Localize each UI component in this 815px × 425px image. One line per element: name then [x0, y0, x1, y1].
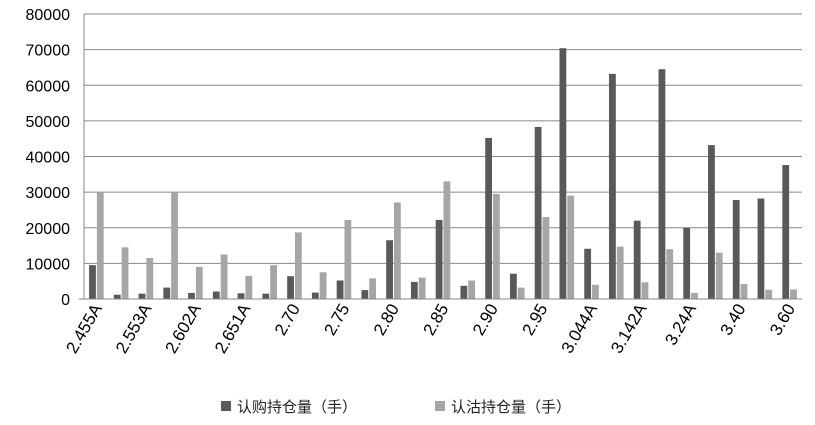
bar-call-14 — [435, 219, 443, 299]
x-tick-label: 3.044A — [558, 300, 602, 357]
bar-put-20 — [592, 284, 599, 299]
bar-put-26 — [740, 284, 748, 299]
bar-put-9 — [319, 272, 327, 299]
x-tick-label: 2.90 — [469, 300, 502, 338]
bar-put-14 — [443, 181, 451, 299]
y-tick-label: 30000 — [26, 185, 71, 202]
bar-call-5 — [212, 291, 220, 299]
gridlines — [84, 13, 802, 264]
x-tick-label: 3.24A — [661, 300, 700, 349]
bar-call-0 — [89, 265, 96, 299]
bar-call-25 — [708, 145, 715, 299]
x-tick-label: 2.80 — [370, 301, 403, 339]
bar-call-23 — [658, 69, 666, 299]
bar-put-19 — [567, 195, 575, 299]
x-tick-label: 2.85 — [419, 301, 452, 339]
bar-call-24 — [683, 227, 691, 299]
bar-put-10 — [344, 219, 352, 299]
y-tick-label: 80000 — [26, 7, 71, 24]
x-tick-label: 2.70 — [271, 301, 304, 339]
y-axis: 0 10000 20000 30000 40000 50000 60000 70000 8000… — [26, 7, 85, 309]
bar-call-12 — [386, 240, 393, 299]
x-tick-label: 3.40 — [717, 301, 750, 339]
x-tick-label: 2.651A — [211, 300, 255, 357]
bar-call-7 — [262, 293, 270, 299]
bar-call-4 — [188, 292, 195, 299]
x-tick-label: 3.142A — [607, 300, 651, 357]
bar-put-24 — [691, 292, 698, 299]
bar-call-1 — [113, 294, 121, 299]
y-tick-label: 60000 — [26, 78, 71, 95]
y-tick-label: 70000 — [26, 43, 71, 60]
bar-call-17 — [509, 273, 517, 299]
y-tick-label: 10000 — [26, 256, 71, 273]
bar-call-28 — [782, 165, 790, 299]
bar-call-11 — [361, 290, 369, 299]
bar-call-3 — [163, 287, 171, 299]
x-tick-label: 2.602A — [161, 300, 205, 357]
legend-label-put: 认沽持仓量（手） — [451, 398, 571, 416]
y-tick-label: 20000 — [26, 221, 71, 238]
bar-call-2 — [138, 293, 146, 299]
bar-call-21 — [609, 73, 616, 299]
bar-put-18 — [542, 217, 550, 299]
bars — [89, 48, 797, 300]
bar-call-10 — [336, 280, 344, 299]
y-tick-label: 0 — [61, 292, 70, 309]
bar-put-7 — [270, 265, 277, 299]
legend: 认购持仓量（手） 认沽持仓量（手） — [221, 398, 571, 416]
bar-call-27 — [757, 198, 765, 299]
bar-put-8 — [294, 232, 302, 299]
bar-put-27 — [765, 289, 773, 299]
bar-call-13 — [410, 281, 418, 299]
legend-label-call: 认购持仓量（手） — [237, 398, 357, 416]
bar-put-1 — [121, 247, 129, 299]
bar-put-3 — [171, 192, 178, 300]
bar-put-22 — [641, 282, 649, 299]
bar-call-8 — [287, 276, 294, 299]
bar-call-18 — [534, 126, 542, 300]
bar-call-26 — [732, 199, 740, 299]
bar-put-17 — [517, 287, 525, 299]
x-axis: 2.455A 2.553A 2.602A 2.651A 2.70 2.75 2.80 2.85… — [62, 298, 802, 357]
bar-call-15 — [460, 285, 468, 299]
bar-put-6 — [245, 275, 253, 299]
y-tick-label: 50000 — [26, 114, 71, 131]
bar-call-20 — [584, 248, 592, 299]
bar-call-6 — [237, 293, 245, 299]
bar-call-9 — [311, 292, 319, 299]
x-tick-label: 2.553A — [112, 300, 156, 357]
bar-put-15 — [468, 280, 476, 299]
bar-put-25 — [715, 252, 723, 299]
y-tick-label: 40000 — [26, 150, 71, 167]
bar-put-0 — [96, 192, 104, 300]
bar-put-13 — [418, 277, 426, 300]
x-tick-label: 3.60 — [766, 301, 799, 339]
bar-put-11 — [369, 278, 377, 299]
bar-put-12 — [393, 202, 401, 299]
x-tick-label: 2.75 — [320, 301, 353, 339]
bar-call-19 — [559, 48, 567, 300]
bar-put-23 — [666, 249, 674, 300]
bar-put-4 — [195, 266, 203, 299]
bar-put-2 — [146, 258, 154, 299]
bar-put-28 — [790, 289, 797, 299]
bar-put-5 — [220, 254, 228, 299]
bar-call-22 — [633, 220, 641, 300]
bar-put-21 — [616, 246, 624, 299]
bar-put-16 — [493, 193, 500, 299]
bar-call-16 — [485, 137, 493, 299]
x-tick-label: 2.95 — [518, 301, 551, 339]
legend-swatch-call — [221, 401, 231, 411]
legend-swatch-put — [435, 401, 445, 411]
